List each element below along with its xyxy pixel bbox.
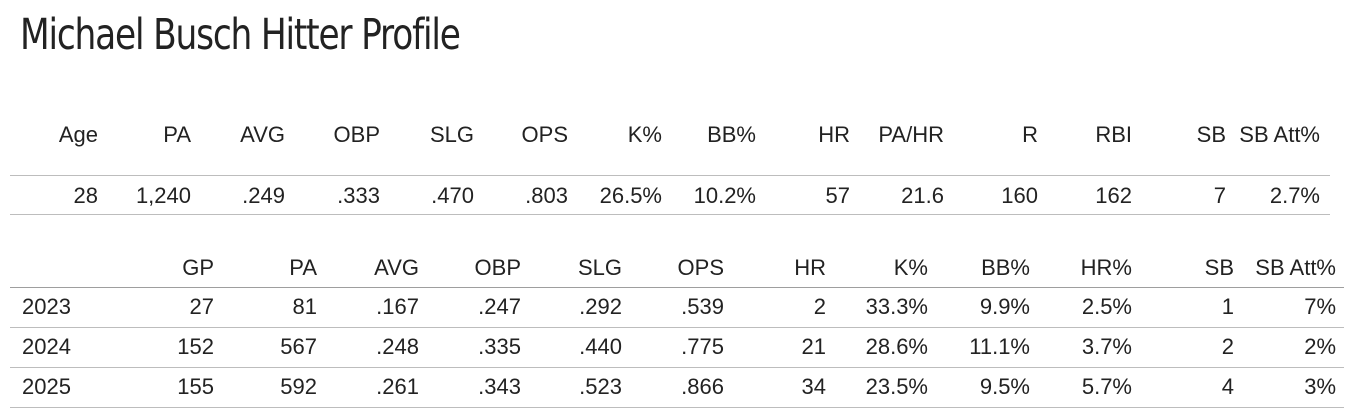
season-cell-obp: .247 <box>478 294 521 319</box>
summary-value-hr: 57 <box>825 183 850 208</box>
summary-header-pa-hr: PA/HR <box>878 122 944 147</box>
season-year-label: 2024 <box>22 334 71 359</box>
season-cell-ops: .775 <box>681 334 724 359</box>
summary-value-bb-pct: 10.2% <box>693 183 756 208</box>
season-year-label: 2023 <box>22 294 71 319</box>
season-cell-avg: .167 <box>376 294 419 319</box>
summary-value-r: 160 <box>1001 183 1038 208</box>
summary-bottom-rule <box>10 214 1330 215</box>
season-cell-hr: 21 <box>801 334 826 359</box>
summary-header-obp: OBP <box>333 122 380 147</box>
season-cell-hr: 2 <box>813 294 826 319</box>
seasons-header-rule <box>10 287 1344 288</box>
season-cell-sb-att-pct: 2% <box>1304 334 1336 359</box>
season-cell-sb: 1 <box>1221 294 1234 319</box>
summary-value-k-pct: 26.5% <box>599 183 662 208</box>
season-cell-gp: 27 <box>189 294 214 319</box>
season-cell-avg: .261 <box>376 374 419 399</box>
season-cell-k-pct: 23.5% <box>865 374 928 399</box>
season-cell-k-pct: 28.6% <box>865 334 928 359</box>
summary-value-sb-att-pct: 2.7% <box>1269 183 1320 208</box>
summary-value-slg: .470 <box>431 183 474 208</box>
season-cell-bb-pct: 9.5% <box>979 374 1030 399</box>
season-cell-bb-pct: 9.9% <box>979 294 1030 319</box>
summary-value-pa-hr: 21.6 <box>901 183 944 208</box>
season-cell-pa: 592 <box>280 374 317 399</box>
summary-value-rbi: 162 <box>1095 183 1132 208</box>
summary-header-age: Age <box>58 122 98 147</box>
season-cell-ops: .539 <box>681 294 724 319</box>
season-cell-sb: 4 <box>1221 374 1234 399</box>
summary-value-obp: .333 <box>337 183 380 208</box>
season-row-rule <box>10 407 1344 408</box>
season-cell-hr-pct: 2.5% <box>1081 294 1132 319</box>
seasons-header-obp: OBP <box>474 255 521 280</box>
seasons-header-avg: AVG <box>374 255 419 280</box>
season-cell-hr-pct: 3.7% <box>1081 334 1132 359</box>
summary-header-ops: OPS <box>521 122 568 147</box>
season-cell-obp: .335 <box>478 334 521 359</box>
summary-value-age: 28 <box>73 183 98 208</box>
summary-value-sb: 7 <box>1213 183 1226 208</box>
summary-header-rule <box>10 175 1330 176</box>
season-cell-gp: 155 <box>177 374 214 399</box>
summary-value-avg: .249 <box>242 183 285 208</box>
season-cell-pa: 81 <box>292 294 317 319</box>
summary-header-r: R <box>1022 122 1038 147</box>
seasons-header-pa: PA <box>289 255 317 280</box>
season-cell-sb-att-pct: 3% <box>1304 374 1336 399</box>
summary-header-sb: SB <box>1196 122 1226 147</box>
season-cell-slg: .440 <box>579 334 622 359</box>
summary-value-pa: 1,240 <box>135 183 191 208</box>
seasons-header-k-pct: K% <box>893 255 928 280</box>
seasons-header-gp: GP <box>182 255 214 280</box>
summary-header-slg: SLG <box>429 122 474 147</box>
seasons-header-ops: OPS <box>677 255 724 280</box>
season-cell-ops: .866 <box>681 374 724 399</box>
seasons-header-hr: HR <box>794 255 826 280</box>
season-cell-pa: 567 <box>280 334 317 359</box>
season-cell-bb-pct: 11.1% <box>969 334 1030 359</box>
summary-header-avg: AVG <box>240 122 285 147</box>
season-cell-sb-att-pct: 7% <box>1304 294 1336 319</box>
season-cell-hr: 34 <box>801 374 826 399</box>
season-year-label: 2025 <box>22 374 71 399</box>
season-row-rule <box>10 327 1344 328</box>
summary-header-bb-pct: BB% <box>707 122 756 147</box>
season-cell-slg: .292 <box>579 294 622 319</box>
seasons-header-slg: SLG <box>577 255 622 280</box>
seasons-header-bb-pct: BB% <box>981 255 1030 280</box>
summary-header-pa: PA <box>163 122 191 147</box>
season-cell-avg: .248 <box>376 334 419 359</box>
summary-header-hr: HR <box>818 122 850 147</box>
seasons-header-sb: SB <box>1204 255 1234 280</box>
season-cell-k-pct: 33.3% <box>865 294 928 319</box>
summary-value-ops: .803 <box>525 183 568 208</box>
summary-header-rbi: RBI <box>1095 122 1132 147</box>
season-cell-hr-pct: 5.7% <box>1081 374 1132 399</box>
summary-header-sb-att-pct: SB Att% <box>1239 122 1320 147</box>
seasons-header-sb-att-pct: SB Att% <box>1255 255 1336 280</box>
page-title: Michael Busch Hitter Profile <box>20 10 461 60</box>
season-cell-gp: 152 <box>177 334 214 359</box>
seasons-header-hr-pct: HR% <box>1080 255 1132 280</box>
season-cell-slg: .523 <box>579 374 622 399</box>
season-row-rule <box>10 367 1344 368</box>
summary-header-k-pct: K% <box>627 122 662 147</box>
season-cell-sb: 2 <box>1221 334 1234 359</box>
season-cell-obp: .343 <box>478 374 521 399</box>
